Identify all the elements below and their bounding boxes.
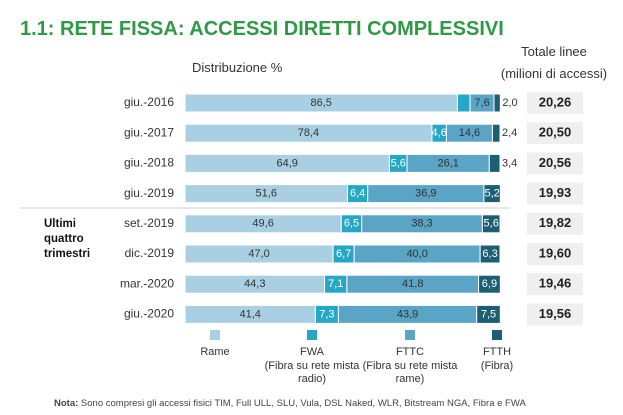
total-label: 19,46 xyxy=(539,276,572,291)
value-label: 7,3 xyxy=(319,308,334,320)
bar-segment xyxy=(456,93,471,113)
value-label: 49,6 xyxy=(252,218,273,230)
legend-label: Rame xyxy=(200,346,230,358)
value-label: 36,9 xyxy=(415,188,436,200)
value-label: 38,3 xyxy=(411,218,432,230)
totals-subtitle: (milioni di accessi) xyxy=(500,66,608,81)
y-tick-label: mar.-2020 xyxy=(120,276,174,290)
value-label: 5,2 xyxy=(484,188,499,200)
value-label: 41,8 xyxy=(402,278,423,290)
value-label: 51,6 xyxy=(256,188,277,200)
total-label: 19,60 xyxy=(539,245,572,260)
bar-segment xyxy=(478,274,501,294)
bar-segment xyxy=(481,214,501,234)
total-label: 20,26 xyxy=(539,94,572,109)
total-box xyxy=(527,152,583,175)
value-label: 3,4 xyxy=(502,157,517,169)
legend-note: (Fibra su rete mista radio) xyxy=(264,360,360,385)
value-label: 64,9 xyxy=(277,157,298,169)
bar-segment xyxy=(488,153,501,173)
legend-swatch xyxy=(492,330,502,340)
total-label: 19,82 xyxy=(539,215,572,230)
value-label: 2,4 xyxy=(502,127,517,139)
bar-segment xyxy=(483,184,501,204)
value-label: 78,4 xyxy=(298,127,319,139)
value-label: 6,5 xyxy=(344,218,359,230)
legend-label: FWA xyxy=(299,346,325,358)
total-label: 19,56 xyxy=(539,306,572,321)
y-tick-label: giu.-2020 xyxy=(124,307,174,321)
value-label: 7,6 xyxy=(474,97,489,109)
y-tick-label: giu.-2017 xyxy=(124,125,174,139)
total-box xyxy=(527,303,583,326)
legend-swatch xyxy=(405,330,415,340)
note: Sono compresi gli accessi fisici TIM, Fu… xyxy=(80,398,526,409)
value-label: 47,0 xyxy=(248,248,269,260)
value-label: 40,0 xyxy=(406,248,427,260)
value-label: 4,6 xyxy=(432,127,447,139)
value-label: 43,9 xyxy=(397,308,418,320)
value-label: 6,3 xyxy=(482,248,497,260)
total-box xyxy=(527,273,583,296)
y-tick-label: giu.-2016 xyxy=(124,95,174,109)
bar-segment xyxy=(493,93,501,113)
footnote: Nota: Sono compresi gli accessi fisici T… xyxy=(54,398,526,409)
group-label: Ultimi quattro trimestri xyxy=(44,218,91,260)
value-label: 7,5 xyxy=(481,308,496,320)
value-label: 14,6 xyxy=(459,127,480,139)
legend-label: FTTH xyxy=(482,346,512,358)
total-box xyxy=(527,212,583,235)
value-label: 5,6 xyxy=(484,218,499,230)
value-label: 26,1 xyxy=(437,157,458,169)
y-tick-label: giu.-2018 xyxy=(124,156,174,170)
value-label: 41,4 xyxy=(239,308,260,320)
value-label: 6,7 xyxy=(336,248,351,260)
value-label: 6,4 xyxy=(350,188,365,200)
total-label: 20,56 xyxy=(539,155,572,170)
subtitle: Distribuzione % xyxy=(192,60,283,75)
bar-segment xyxy=(491,123,501,143)
y-tick-label: giu.-2019 xyxy=(124,186,174,200)
total-box xyxy=(527,122,583,145)
legend-label: FTTC xyxy=(395,346,425,358)
value-label: 86,5 xyxy=(311,97,332,109)
y-tick-label: set.-2019 xyxy=(124,216,174,230)
legend-swatch xyxy=(307,330,317,340)
value-label: 6,9 xyxy=(482,278,497,290)
value-label: 5,6 xyxy=(391,157,406,169)
total-box xyxy=(527,182,583,205)
value-label: 7,1 xyxy=(328,278,343,290)
legend-swatch xyxy=(210,330,220,340)
totals-title: Totale linee xyxy=(521,44,587,59)
chart-title: 1.1: RETE FISSA: ACCESSI DIRETTI COMPLES… xyxy=(20,18,504,40)
y-tick-label: dic.-2019 xyxy=(125,246,175,260)
total-box xyxy=(527,243,583,265)
bar-segment xyxy=(479,244,501,264)
note-label: Nota: xyxy=(54,398,79,409)
legend-note: (Fibra su rete mista rame) xyxy=(362,360,458,385)
legend-note: (Fibra) xyxy=(480,360,514,372)
total-label: 20,50 xyxy=(539,125,572,140)
value-label: 44,3 xyxy=(244,278,265,290)
bar-segment xyxy=(476,304,501,324)
total-box xyxy=(527,92,583,114)
value-label: 2,0 xyxy=(502,97,517,109)
total-label: 19,93 xyxy=(539,185,572,200)
